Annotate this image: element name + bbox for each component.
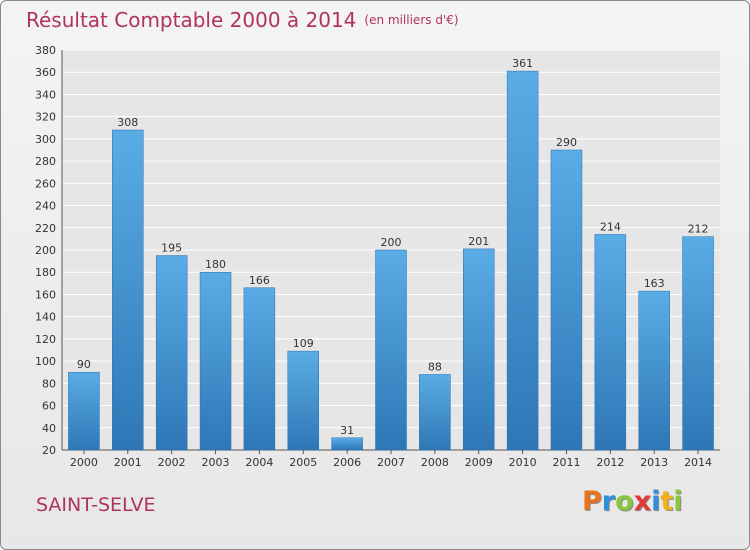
y-tick-label: 340 xyxy=(35,88,56,101)
y-tick-label: 320 xyxy=(35,111,56,124)
y-tick-label: 200 xyxy=(35,244,56,257)
x-tick-label: 2012 xyxy=(596,456,624,469)
x-tick-label: 2002 xyxy=(158,456,186,469)
x-tick-label: 2013 xyxy=(640,456,668,469)
data-label: 214 xyxy=(600,220,621,233)
data-label: 201 xyxy=(468,235,489,248)
chart-title: Résultat Comptable 2000 à 2014 (en millie… xyxy=(26,8,459,32)
chart-subtitle: (en milliers d'€) xyxy=(364,13,459,27)
y-tick-label: 380 xyxy=(35,44,56,57)
data-label: 166 xyxy=(249,274,270,287)
y-tick-label: 160 xyxy=(35,288,56,301)
x-tick-label: 2009 xyxy=(465,456,493,469)
y-tick-label: 300 xyxy=(35,133,56,146)
y-tick-label: 240 xyxy=(35,200,56,213)
x-tick-label: 2001 xyxy=(114,456,142,469)
data-label: 88 xyxy=(428,360,442,373)
data-label: 90 xyxy=(77,358,91,371)
data-label: 308 xyxy=(117,116,138,129)
y-tick-label: 40 xyxy=(42,422,56,435)
bar xyxy=(287,350,320,451)
y-tick-label: 140 xyxy=(35,311,56,324)
x-tick-label: 2004 xyxy=(245,456,273,469)
bar xyxy=(112,129,144,451)
x-tick-label: 2008 xyxy=(421,456,449,469)
x-tick-label: 2014 xyxy=(684,456,712,469)
x-tick-label: 2011 xyxy=(552,456,580,469)
proxiti-logo: Proxiti xyxy=(582,486,683,517)
logo-letter: x xyxy=(633,486,652,517)
x-tick-label: 2005 xyxy=(289,456,317,469)
bar xyxy=(682,236,714,451)
place-name: SAINT-SELVE xyxy=(36,494,156,516)
bar xyxy=(155,255,188,451)
x-tick-label: 2006 xyxy=(333,456,361,469)
bar xyxy=(638,290,670,451)
bar xyxy=(68,371,100,451)
logo-letter: r xyxy=(601,486,616,517)
logo-letter: t xyxy=(660,486,674,517)
logo-letter: i xyxy=(651,486,661,517)
bar xyxy=(462,248,495,451)
bar xyxy=(419,374,451,451)
y-tick-label: 260 xyxy=(35,177,56,190)
y-tick-label: 220 xyxy=(35,222,56,235)
data-label: 109 xyxy=(293,337,314,350)
x-tick-label: 2007 xyxy=(377,456,405,469)
data-label: 180 xyxy=(205,258,226,271)
logo-letter: i xyxy=(673,486,683,517)
y-tick-label: 180 xyxy=(35,266,56,279)
x-tick-label: 2003 xyxy=(202,456,230,469)
x-tick-label: 2010 xyxy=(509,456,537,469)
data-label: 195 xyxy=(161,242,182,255)
data-label: 31 xyxy=(340,424,354,437)
bar xyxy=(506,70,539,451)
y-tick-label: 360 xyxy=(35,66,56,79)
bar xyxy=(375,249,407,451)
y-tick-label: 120 xyxy=(35,333,56,346)
chart-title-text: Résultat Comptable 2000 à 2014 xyxy=(26,8,357,32)
y-tick-label: 20 xyxy=(42,444,56,457)
bar xyxy=(199,271,232,451)
bar xyxy=(331,437,363,451)
y-tick-label: 60 xyxy=(42,400,56,413)
x-tick-label: 2000 xyxy=(70,456,98,469)
bar xyxy=(243,287,276,451)
bar xyxy=(550,149,583,451)
logo-letter: o xyxy=(615,486,634,517)
bar xyxy=(594,234,627,451)
y-tick-label: 280 xyxy=(35,155,56,168)
data-label: 361 xyxy=(512,57,533,70)
y-tick-label: 100 xyxy=(35,355,56,368)
y-tick-label: 80 xyxy=(42,377,56,390)
data-label: 212 xyxy=(688,223,709,236)
logo-letter: P xyxy=(582,486,602,517)
data-label: 163 xyxy=(644,277,665,290)
data-label: 200 xyxy=(381,236,402,249)
data-label: 290 xyxy=(556,136,577,149)
